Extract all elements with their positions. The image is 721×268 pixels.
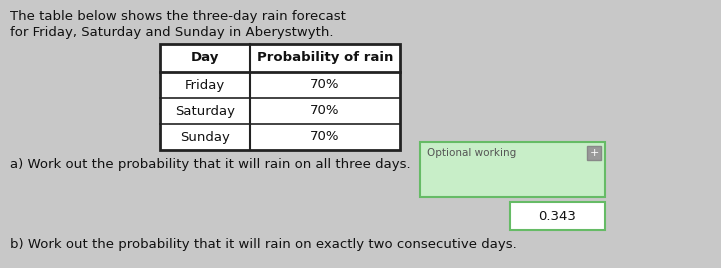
Text: 0.343: 0.343 [539,210,576,222]
Bar [160,44,400,150]
Bar [420,142,605,197]
Text: Day: Day [191,51,219,65]
Text: +: + [589,148,598,158]
Text: 70%: 70% [310,79,340,91]
Text: Optional working: Optional working [427,148,516,158]
Text: Probability of rain: Probability of rain [257,51,393,65]
Text: Sunday: Sunday [180,131,230,143]
Text: Saturday: Saturday [175,105,235,117]
Text: 70%: 70% [310,105,340,117]
Text: 70%: 70% [310,131,340,143]
Text: The table below shows the three-day rain forecast: The table below shows the three-day rain… [10,10,346,23]
Bar [587,146,601,160]
Bar [510,202,605,230]
Text: Friday: Friday [185,79,225,91]
Text: for Friday, Saturday and Sunday in Aberystwyth.: for Friday, Saturday and Sunday in Abery… [10,26,334,39]
Text: a) Work out the probability that it will rain on all three days.: a) Work out the probability that it will… [10,158,411,171]
Text: b) Work out the probability that it will rain on exactly two consecutive days.: b) Work out the probability that it will… [10,238,517,251]
